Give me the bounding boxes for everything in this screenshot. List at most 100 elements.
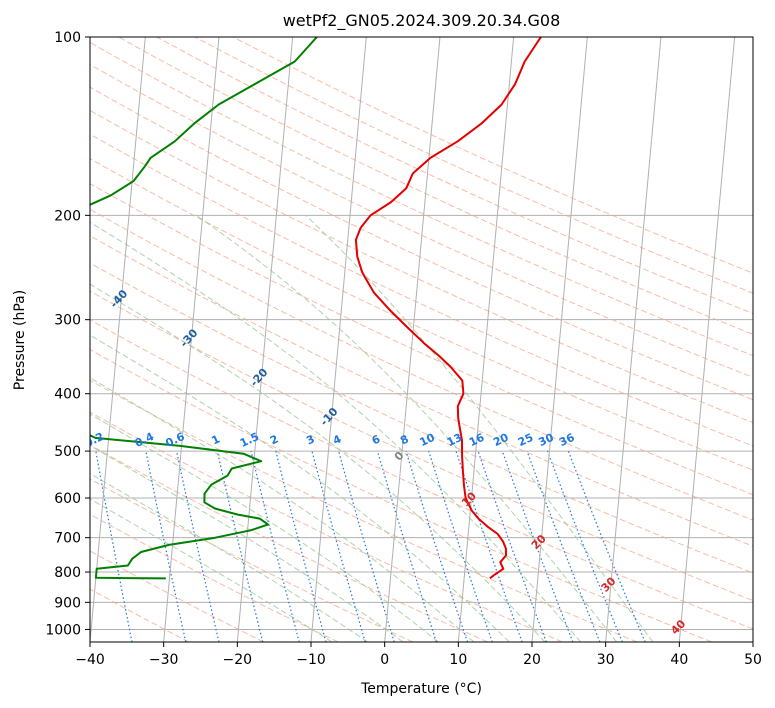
temperature-profile-line <box>354 37 542 580</box>
dry-adiabat <box>90 411 563 642</box>
mixing-ratio-line <box>526 450 601 642</box>
isotherm-line <box>457 37 515 642</box>
mixing-ratio-line <box>547 450 623 642</box>
isotherm-line <box>531 37 588 642</box>
isotherm-line <box>236 37 294 642</box>
mixing-ratio-line <box>275 450 327 642</box>
y-tick-label: 1000 <box>45 622 81 638</box>
mixing-ratio-line <box>501 450 574 642</box>
dewpoint-profile-line <box>90 37 318 580</box>
mixing-ratio-label: 16 <box>467 431 487 449</box>
isotherm-line <box>384 37 441 642</box>
profile-series <box>90 37 542 580</box>
dry-adiabat-label: 30 <box>599 574 619 594</box>
mixing-ratio-label: 20 <box>491 431 511 449</box>
pressure-gridlines <box>90 37 753 630</box>
mixing-ratio-label: 6 <box>370 432 383 447</box>
y-tick-label: 800 <box>54 565 81 581</box>
y-tick-label: 900 <box>54 595 81 611</box>
mixing-ratio-label: 30 <box>536 431 556 449</box>
mixing-ratio-line <box>405 450 469 642</box>
dry-adiabat <box>90 513 339 642</box>
dry-adiabat <box>90 63 753 378</box>
moist-adiabats <box>90 214 654 642</box>
dry-adiabat <box>156 37 753 315</box>
dry-adiabat <box>90 109 753 424</box>
dry-adiabat <box>90 588 190 642</box>
x-tick-label: 40 <box>670 652 688 668</box>
mixing-ratio-line <box>95 450 133 642</box>
mixing-ratio-line <box>145 450 187 642</box>
x-tick-label: 50 <box>744 652 762 668</box>
dry-adiabat <box>90 208 753 521</box>
mixing-ratio-label: 3 <box>304 432 316 447</box>
y-tick-label: 700 <box>54 531 81 547</box>
y-tick-label: 400 <box>54 387 81 403</box>
x-tick-label: 30 <box>597 652 615 668</box>
x-tick-label: −20 <box>223 652 253 668</box>
isotherm-line <box>752 636 753 642</box>
dry-adiabat <box>90 41 753 357</box>
isotherm-label: -30 <box>177 326 200 350</box>
mixing-ratio-line <box>250 450 300 642</box>
mixing-ratio-line <box>338 450 395 642</box>
mixing-ratio-label: 0.2 <box>83 430 106 450</box>
mixing-ratio-label: 13 <box>445 431 464 449</box>
moist-adiabat <box>90 221 582 642</box>
dry-adiabat <box>90 379 638 642</box>
dry-adiabat <box>90 349 712 642</box>
dry-adiabats <box>90 37 753 642</box>
dry-adiabat-label: 40 <box>668 617 688 637</box>
dry-adiabat <box>90 550 264 642</box>
mixing-ratio-line <box>311 450 366 642</box>
moist-adiabat <box>90 444 404 642</box>
x-tick-label: 10 <box>449 652 467 668</box>
plot-frame <box>89 36 754 643</box>
isotherms <box>90 37 753 642</box>
moist-adiabat <box>90 473 368 642</box>
isotherm-line <box>678 37 736 642</box>
x-axis-label: Temperature (°C) <box>360 681 482 697</box>
dry-adiabat <box>90 183 753 496</box>
y-tick-label: 100 <box>54 30 81 46</box>
dry-adiabat <box>90 262 753 574</box>
mixing-ratio-line <box>567 450 646 642</box>
dry-adiabat <box>194 37 753 294</box>
isotherm-label: -50 <box>37 248 60 272</box>
moist-adiabat <box>90 334 510 642</box>
y-tick-label: 300 <box>54 313 81 329</box>
isotherm-label: -40 <box>107 287 130 311</box>
dry-adiabat <box>90 86 753 401</box>
y-tick-label: 200 <box>54 208 81 224</box>
mixing-ratio-line <box>455 450 523 642</box>
moist-adiabat <box>305 214 654 642</box>
dry-adiabat <box>90 158 753 471</box>
isotherm-line <box>605 37 662 642</box>
mixing-ratio-label: 8 <box>398 432 410 447</box>
y-axis-label: Pressure (hPa) <box>12 290 28 390</box>
mixing-ratio-line <box>477 450 547 642</box>
moist-adiabat <box>90 498 333 642</box>
moist-adiabat <box>90 377 475 642</box>
y-tick-label: 500 <box>54 444 81 460</box>
dry-adiabat <box>90 290 753 602</box>
mixing-ratio-label: 10 <box>418 431 438 449</box>
dry-adiabat <box>118 37 753 335</box>
x-tick-label: 0 <box>380 652 389 668</box>
x-tick-label: −10 <box>296 652 326 668</box>
isotherm-line <box>310 37 367 642</box>
mixing-ratio-line <box>376 450 437 642</box>
mixing-ratio-line <box>428 450 493 642</box>
mixing-ratio-label: 36 <box>557 431 577 449</box>
x-tick-label: 20 <box>523 652 541 668</box>
dry-adiabat <box>90 319 753 630</box>
isotherm-line <box>90 37 146 642</box>
x-tick-label: −30 <box>149 652 179 668</box>
mixing-ratio-line <box>216 450 264 642</box>
mixing-ratio-label: 2 <box>268 432 280 447</box>
y-tick-label: 600 <box>54 491 81 507</box>
mixing-ratio-label: 25 <box>516 431 535 449</box>
dry-adiabat-label: 20 <box>529 532 549 552</box>
dry-adiabat <box>90 235 753 547</box>
